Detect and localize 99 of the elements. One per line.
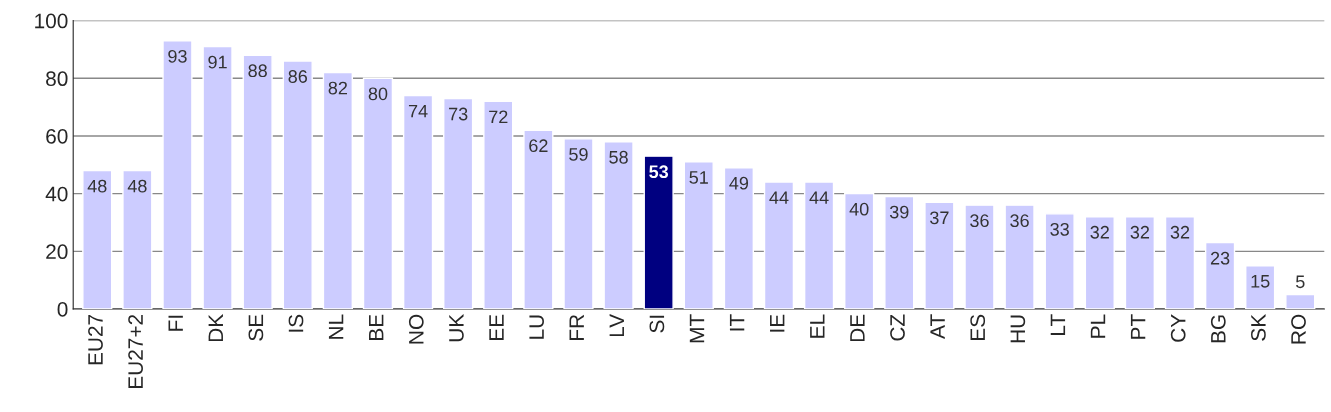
data-label: 44	[809, 191, 829, 204]
data-label: 36	[1010, 214, 1029, 228]
bar	[844, 192, 875, 309]
x-tick-label: AT	[930, 314, 945, 339]
x-tick-label: IE	[770, 314, 785, 332]
data-label: 39	[889, 205, 909, 219]
x-tick-label: IS	[288, 314, 304, 332]
bar	[1245, 265, 1276, 309]
x-tick-label: RO	[1291, 314, 1306, 344]
bar	[122, 169, 153, 309]
bar	[362, 77, 394, 309]
data-label: 72	[489, 110, 508, 124]
data-label: 73	[449, 107, 468, 121]
bar	[723, 166, 755, 309]
x-tick-label: EU27+2	[128, 314, 143, 389]
data-label: 86	[288, 70, 308, 83]
bar	[1084, 216, 1115, 309]
bar	[884, 195, 915, 309]
y-tick-label: 80	[46, 71, 68, 87]
bar	[683, 161, 714, 309]
data-label: 37	[930, 211, 949, 225]
data-label: 49	[729, 176, 749, 190]
bar	[1044, 213, 1075, 309]
bar	[282, 60, 313, 309]
x-tick-label: CZ	[890, 314, 905, 341]
bar	[1164, 216, 1196, 309]
x-tick-label: LV	[609, 313, 624, 337]
x-tick-label: EU27	[88, 314, 103, 365]
x-tick-label: HU	[1010, 315, 1026, 343]
data-label: 59	[569, 147, 588, 161]
x-tick-label: CY	[1170, 314, 1186, 342]
x-tick-label: DE	[850, 314, 865, 342]
data-label: 32	[1090, 225, 1109, 239]
data-label: 88	[248, 64, 267, 78]
bar	[803, 181, 835, 309]
x-tick-label: EE	[489, 314, 504, 340]
data-label: 15	[1251, 275, 1270, 288]
x-tick-label: PL	[1090, 314, 1106, 338]
x-tick-label: ES	[970, 314, 986, 340]
data-label: 91	[208, 55, 227, 69]
x-tick-label: MT	[689, 314, 705, 343]
data-label: 82	[328, 81, 348, 95]
data-label: 51	[689, 171, 708, 184]
y-tick-label: 40	[45, 186, 68, 202]
bar	[563, 138, 594, 309]
bar	[242, 54, 273, 309]
data-label: 36	[970, 214, 989, 228]
y-tick-label: 100	[35, 13, 68, 29]
bar	[603, 141, 634, 309]
x-tick-label: UK	[449, 314, 464, 342]
bar	[643, 155, 674, 309]
data-label: 93	[168, 49, 187, 63]
data-label: 62	[529, 139, 548, 153]
bar	[322, 71, 354, 309]
x-tick-label: DK	[208, 314, 223, 342]
x-tick-label: FI	[168, 315, 183, 331]
data-label: 80	[368, 87, 388, 101]
bar	[1124, 216, 1156, 309]
data-label: 5	[1295, 275, 1305, 289]
data-label: 40	[849, 202, 869, 216]
data-label: 48	[127, 179, 147, 193]
bar	[483, 100, 514, 309]
bar	[162, 40, 193, 309]
x-tick-label: SK	[1251, 314, 1266, 341]
bar	[82, 169, 113, 309]
bar	[402, 94, 434, 309]
bar	[964, 204, 995, 309]
data-label: 48	[87, 179, 107, 193]
x-tick-label: LU	[529, 315, 544, 339]
data-label: 74	[408, 104, 428, 118]
x-tick-label: SE	[248, 314, 264, 341]
data-label: 32	[1170, 225, 1190, 239]
x-tick-label: BG	[1210, 315, 1226, 343]
data-label: 44	[769, 191, 789, 204]
data-label: 53	[649, 165, 669, 179]
data-label: 58	[609, 150, 628, 164]
bar	[443, 97, 474, 309]
bar	[1285, 293, 1316, 309]
y-tick-label: 60	[46, 128, 68, 144]
x-tick-label: SI	[649, 315, 665, 333]
bar	[1004, 204, 1035, 309]
x-tick-label: LT	[1050, 314, 1066, 335]
x-tick-label: NO	[408, 314, 424, 344]
x-tick-label: BE	[369, 314, 384, 340]
x-tick-label: NL	[328, 314, 344, 339]
bar	[202, 45, 233, 309]
bar	[523, 129, 554, 309]
x-tick-label: FR	[569, 314, 584, 340]
x-tick-label: EL	[810, 314, 825, 338]
data-label: 32	[1130, 225, 1150, 239]
y-tick-label: 0	[57, 302, 68, 317]
bar	[763, 181, 795, 309]
bar	[1204, 241, 1236, 309]
y-tick-label: 20	[46, 244, 68, 260]
x-tick-label: IT	[729, 314, 745, 331]
data-label: 33	[1050, 222, 1069, 236]
data-label: 23	[1210, 251, 1230, 265]
x-tick-label: PT	[1130, 314, 1146, 339]
bar	[924, 201, 955, 309]
